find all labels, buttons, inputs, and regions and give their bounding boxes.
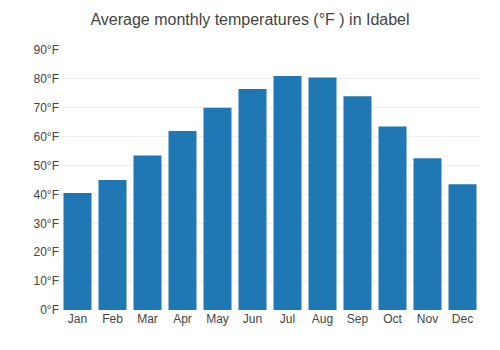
svg-text:Oct: Oct — [383, 312, 402, 326]
svg-text:Jun: Jun — [243, 312, 262, 326]
svg-text:Mar: Mar — [137, 312, 158, 326]
svg-text:Aug: Aug — [312, 312, 333, 326]
svg-text:80°F: 80°F — [34, 72, 59, 86]
svg-text:70°F: 70°F — [34, 101, 59, 115]
svg-text:May: May — [206, 312, 229, 326]
svg-text:40°F: 40°F — [34, 188, 59, 202]
svg-text:30°F: 30°F — [34, 217, 59, 231]
svg-text:Jul: Jul — [280, 312, 295, 326]
svg-text:Apr: Apr — [173, 312, 192, 326]
svg-text:Sep: Sep — [347, 312, 369, 326]
svg-text:50°F: 50°F — [34, 159, 59, 173]
svg-text:90°F: 90°F — [34, 43, 59, 57]
svg-text:20°F: 20°F — [34, 245, 59, 259]
svg-text:Jan: Jan — [68, 312, 87, 326]
svg-text:0°F: 0°F — [40, 303, 59, 317]
svg-text:Feb: Feb — [102, 312, 123, 326]
svg-text:60°F: 60°F — [34, 130, 59, 144]
svg-text:Dec: Dec — [452, 312, 473, 326]
svg-text:Nov: Nov — [417, 312, 438, 326]
svg-text:Average monthly temperatures (: Average monthly temperatures (°F ) in Id… — [90, 11, 409, 28]
svg-text:10°F: 10°F — [34, 274, 59, 288]
